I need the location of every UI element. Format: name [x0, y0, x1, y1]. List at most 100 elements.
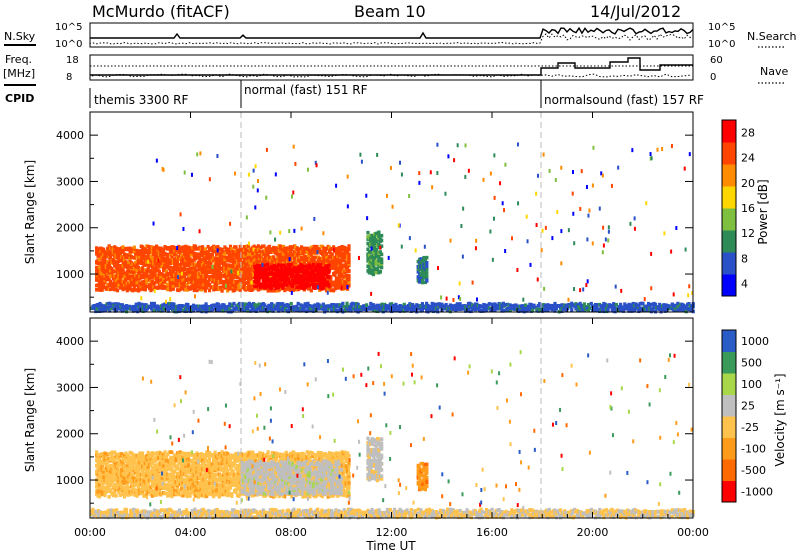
power-cell [321, 286, 325, 290]
power-cell [223, 260, 227, 265]
power-cell [206, 266, 210, 270]
power-cell [187, 263, 191, 268]
velocity-cell [135, 467, 139, 472]
power-cell [248, 285, 252, 290]
power-cell [216, 245, 220, 249]
power-cell [612, 302, 616, 306]
station-title: McMurdo (fitACF) [92, 2, 230, 21]
power-cell [233, 288, 237, 292]
power-sparse-echo [601, 250, 604, 255]
power-cell [482, 302, 486, 307]
velocity-cell [136, 480, 141, 485]
velocity-cell [146, 476, 150, 481]
power-cell [165, 304, 169, 308]
power-cell [304, 277, 309, 282]
power-cell [290, 248, 294, 252]
power-sparse-echo [436, 171, 439, 176]
power-cell [122, 258, 127, 262]
velocity-cell [107, 451, 111, 456]
power-cell [172, 302, 176, 307]
power-cell [118, 286, 122, 290]
power-cell [199, 260, 203, 264]
velocity-cell [138, 475, 142, 480]
power-sparse-echo [585, 282, 588, 287]
power-cell [202, 267, 206, 272]
power-sparse-echo [462, 206, 465, 211]
power-cell [135, 283, 139, 287]
power-sparse-echo [460, 223, 463, 228]
power-cell [503, 302, 507, 307]
power-cell [282, 275, 286, 280]
power-cell [171, 270, 175, 275]
power-cell [141, 266, 145, 270]
velocity-cell [150, 453, 154, 458]
power-cell [312, 258, 316, 262]
power-sparse-echo [517, 201, 520, 206]
power-cell [265, 274, 270, 278]
power-cell [528, 307, 532, 312]
power-cell [217, 268, 221, 273]
power-cell [206, 250, 210, 254]
power-cell [306, 255, 311, 260]
velocity-cell [113, 468, 117, 472]
power-cell [653, 302, 658, 307]
power-sparse-echo [274, 172, 277, 177]
velocity-cell [124, 451, 128, 456]
power-cell [595, 303, 599, 307]
power-sparse-echo [453, 158, 456, 163]
power-cell [589, 301, 593, 306]
power-cell [121, 245, 125, 249]
cpid-label: CPID [5, 92, 34, 105]
velocity-cell [111, 455, 115, 460]
power-sparse-echo [306, 167, 309, 172]
power-cell [325, 252, 329, 256]
power-cell [299, 281, 303, 286]
power-cell [366, 259, 370, 263]
power-cell [156, 267, 160, 271]
velocity-cell [152, 483, 156, 487]
power-sparse-echo [491, 257, 494, 262]
freq-panel: Freq. [MHz] 18 8 60 0 Nave [3, 53, 788, 86]
power-cell [325, 285, 329, 290]
velocity-cell [103, 491, 107, 496]
power-sparse-echo [499, 181, 502, 186]
power-cell [546, 308, 550, 312]
power-sparse-echo [457, 295, 460, 300]
velocity-cell [160, 479, 164, 484]
power-cell [107, 244, 111, 248]
power-cell [420, 308, 425, 313]
power-cell [213, 282, 217, 287]
power-cell [200, 309, 204, 314]
power-cell [114, 274, 118, 279]
power-cell [226, 288, 230, 293]
noise-panel: N.Sky 10^5 10^0 10^5 10^0 N.Search [4, 22, 797, 50]
power-cell [343, 286, 347, 290]
power-sparse-echo [504, 162, 507, 167]
power-cell [135, 254, 139, 259]
power-cell [207, 252, 212, 257]
power-cell [141, 245, 145, 249]
power-cell [252, 244, 256, 249]
power-sparse-echo [346, 174, 349, 179]
power-cell [300, 274, 304, 278]
power-cell [132, 256, 136, 260]
power-sparse-echo [397, 223, 400, 228]
velocity-cell [125, 463, 129, 467]
power-cell [532, 303, 536, 308]
power-cell [150, 256, 154, 261]
velocity-cell [156, 480, 160, 485]
power-cell [192, 247, 196, 251]
power-cell [577, 305, 581, 309]
power-cell [145, 269, 149, 273]
power-cell [182, 274, 187, 279]
power-sparse-echo [535, 191, 538, 196]
power-sparse-echo [155, 158, 158, 163]
power-sparse-echo [182, 226, 185, 231]
power-cell [223, 257, 227, 262]
power-sparse-echo [265, 147, 268, 152]
power-cell [426, 303, 430, 308]
power-cell [170, 277, 174, 282]
power-sparse-echo [601, 173, 604, 178]
power-cell [260, 270, 264, 274]
power-cell [148, 304, 152, 309]
